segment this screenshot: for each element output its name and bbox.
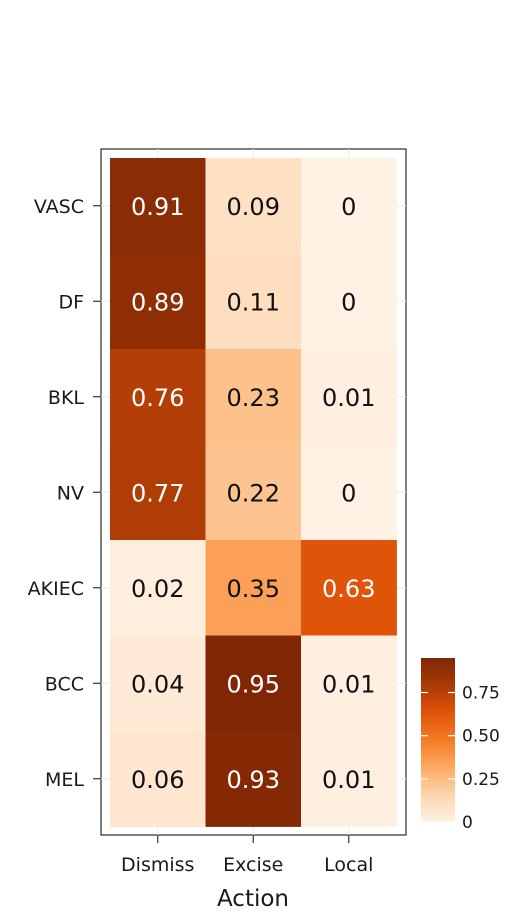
heatmap-cell [205,731,302,827]
cell-value-label: 0.01 [322,670,375,698]
heatmap-cell [301,444,397,541]
heatmap-cell [110,731,206,827]
heatmap-cell [301,635,397,732]
cell-value-label: 0.06 [131,766,184,794]
heatmap-cell [110,540,206,636]
heatmap-cell [205,635,302,732]
color-legend: 0 0.25 0.50 0.75 [421,658,500,833]
legend-tick-label: 0 [462,813,473,833]
cell-value-label: 0.09 [227,193,280,221]
heatmap-cells [110,158,397,827]
heatmap-cell [205,540,302,636]
heatmap-cell [301,253,397,350]
cell-value-label: 0.04 [131,670,184,698]
heatmap-cell [301,349,397,445]
cell-value-label: 0.76 [131,384,184,412]
legend-colorbar [421,658,455,822]
x-tick-label: Excise [223,854,283,876]
heatmap-cell [110,349,206,445]
cell-value-label: 0 [341,288,356,316]
y-tick-label: NV [57,482,84,504]
cell-value-label: 0.23 [227,384,280,412]
legend-tick-label: 0.75 [462,684,500,704]
y-tick-label: AKIEC [28,578,84,600]
legend-tick-label: 0.25 [462,770,500,790]
cell-value-label: 0.95 [227,670,280,698]
cell-value-label: 0.01 [322,766,375,794]
cell-value-label: 0.01 [322,384,375,412]
cell-value-label: 0.89 [131,288,184,316]
cell-value-label: 0.35 [227,575,280,603]
heatmap-cell [205,253,302,350]
cell-value-label: 0.77 [131,479,184,507]
cell-value-label: 0.91 [131,193,184,221]
y-tick-label: BCC [45,673,84,695]
cell-value-label: 0.11 [227,288,280,316]
cell-value-label: 0.63 [322,575,375,603]
x-axis-title: Action [217,886,289,912]
y-axis: VASC DF BKL NV AKIEC BCC MEL [28,196,101,791]
heatmap-cell [110,158,206,254]
legend-tick-label: 0.50 [462,727,500,747]
y-tick-label: BKL [48,387,84,409]
y-tick-label: MEL [45,769,84,791]
heatmap-cell [110,253,206,350]
heatmap-cell [110,444,206,541]
heatmap-cell [205,158,302,254]
heatmap-cell [301,158,397,254]
heatmap-cell [301,731,397,827]
cell-value-label: 0.02 [131,575,184,603]
cell-value-label: 0 [341,479,356,507]
x-axis: Dismiss Excise Local [121,835,373,876]
y-tick-label: VASC [34,196,84,218]
heatmap-cell [110,635,206,732]
cell-value-label: 0.22 [227,479,280,507]
heatmap-cell [205,349,302,445]
cell-value-labels: 0.91 0.09 0 0.89 0.11 0 0.76 0.23 0.01 0.77 0.22 0 0… [131,193,375,794]
cell-value-label: 0.93 [227,766,280,794]
cell-value-label: 0 [341,193,356,221]
x-tick-label: Dismiss [121,854,194,876]
y-tick-label: DF [58,291,84,313]
heatmap-cell [205,444,302,541]
heatmap-cell [301,540,397,636]
x-tick-label: Local [324,854,373,876]
